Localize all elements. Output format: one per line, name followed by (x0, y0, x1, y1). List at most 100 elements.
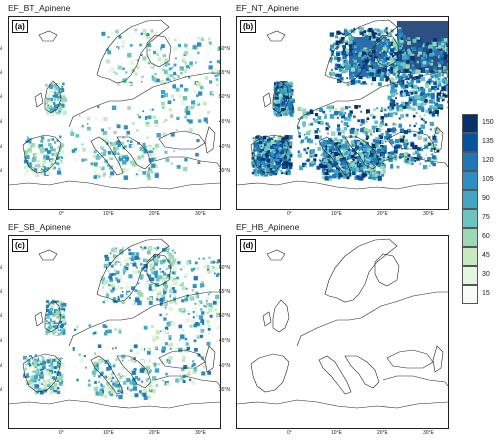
grid-cell (172, 258, 177, 263)
grid-cell (325, 122, 328, 125)
grid-cell (278, 92, 280, 94)
grid-cell (380, 108, 382, 111)
grid-cell (115, 167, 118, 169)
grid-cell (382, 145, 387, 150)
grid-cell (343, 65, 347, 68)
grid-cell (361, 77, 364, 79)
grid-cell (209, 61, 212, 64)
grid-cell (41, 168, 46, 173)
grid-cell (341, 39, 345, 43)
grid-cell (434, 89, 436, 92)
grid-cell (192, 369, 197, 375)
lat-tick-label: 55°N (218, 289, 230, 295)
grid-cell (169, 114, 174, 118)
grid-cell (364, 59, 369, 64)
grid-cell (208, 303, 213, 307)
grid-cell (44, 168, 49, 173)
grid-cell (342, 54, 347, 59)
grid-cell (152, 157, 157, 162)
grid-cell (49, 303, 54, 309)
grid-cell (373, 28, 378, 32)
grid-cell (142, 258, 147, 263)
grid-cell (209, 314, 213, 318)
grid-cell (96, 155, 101, 160)
grid-cell (94, 354, 98, 359)
grid-cell (170, 255, 174, 259)
grid-cell (122, 136, 125, 139)
grid-cell (362, 60, 365, 63)
grid-cell (76, 378, 79, 382)
grid-cell (125, 159, 129, 162)
grid-cell (332, 155, 335, 159)
grid-cell (182, 380, 186, 383)
grid-cell (350, 67, 355, 72)
grid-cell (438, 95, 441, 98)
grid-cell (281, 140, 285, 144)
grid-cell (109, 175, 112, 178)
grid-cell (409, 52, 413, 56)
grid-cell (413, 59, 417, 62)
grid-cell (337, 127, 340, 131)
grid-cell (427, 93, 430, 96)
grid-cell (128, 248, 131, 252)
grid-cell (163, 92, 168, 98)
grid-cell (384, 37, 388, 41)
grid-cell (101, 291, 105, 295)
grid-cell (171, 66, 174, 69)
grid-cell (209, 306, 214, 311)
grid-cell (173, 297, 177, 301)
grid-cell (131, 370, 136, 375)
grid-cell (181, 78, 184, 81)
grid-cell (110, 387, 115, 391)
grid-cell (426, 166, 429, 169)
grid-cell (131, 256, 134, 258)
grid-cell (327, 173, 330, 176)
grid-cell (387, 45, 391, 49)
grid-cell (306, 131, 311, 136)
grid-cell (351, 152, 354, 155)
grid-cell (109, 284, 111, 286)
grid-cell (348, 44, 350, 46)
grid-cell (215, 78, 219, 81)
grid-cell (34, 384, 39, 389)
grid-cell (31, 142, 36, 147)
grid-cell (348, 148, 351, 152)
coastline (262, 311, 272, 327)
grid-cell (102, 174, 106, 178)
grid-cell (442, 68, 447, 73)
grid-cell (31, 375, 35, 379)
grid-cell (437, 53, 440, 55)
grid-cell (31, 367, 35, 371)
grid-cell (377, 148, 380, 151)
grid-cell (394, 112, 398, 116)
grid-cell (58, 315, 62, 319)
coastline (204, 126, 216, 154)
grid-cell (309, 110, 314, 115)
grid-cell (134, 28, 138, 32)
grid-cell (425, 69, 429, 74)
grid-cell (380, 74, 384, 78)
grid-cell (59, 360, 62, 362)
grid-cell (361, 121, 365, 125)
grid-cell (171, 286, 175, 291)
grid-cell (264, 146, 270, 151)
grid-cell (367, 129, 372, 134)
grid-cell (133, 367, 137, 371)
grid-cell (209, 80, 213, 84)
legend-label: 75 (482, 214, 490, 221)
grid-cell (48, 364, 51, 367)
grid-cell (170, 261, 175, 265)
grid-cell (395, 64, 398, 67)
grid-cell (122, 381, 127, 385)
grid-cell (88, 379, 91, 382)
grid-cell (56, 156, 60, 161)
grid-cell (173, 71, 177, 76)
grid-cell (206, 341, 211, 346)
grid-cell (120, 141, 125, 146)
grid-cell (54, 89, 56, 92)
grid-cell (381, 119, 384, 122)
grid-cell (162, 95, 165, 98)
grid-cell (290, 109, 295, 114)
grid-cell (185, 46, 188, 49)
grid-cell (189, 324, 193, 328)
